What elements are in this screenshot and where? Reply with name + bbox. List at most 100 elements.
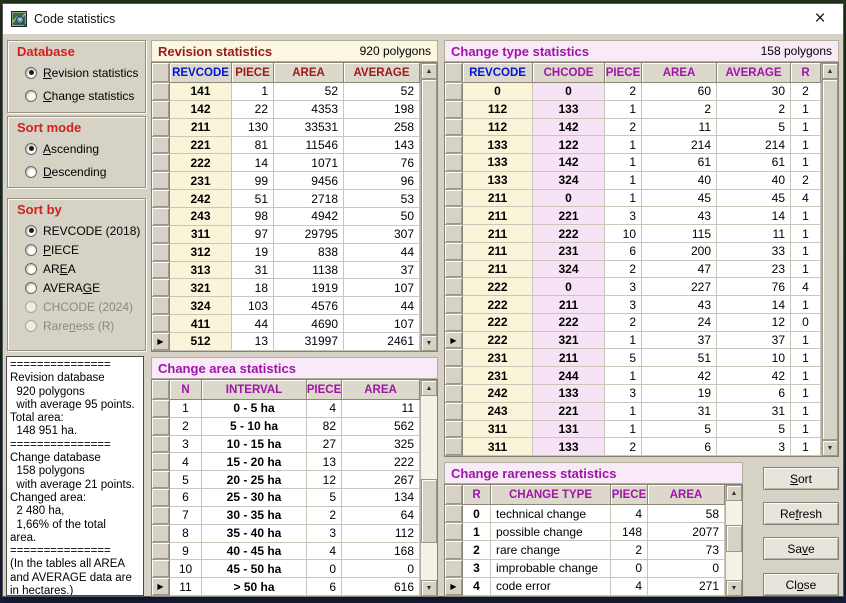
row-selector[interactable] (445, 296, 463, 314)
table-row[interactable]: ▶ 222 321 1 37 37 1 (445, 331, 821, 350)
row-selector[interactable] (445, 420, 463, 439)
table-row[interactable]: 211 231 6 200 33 1 (445, 242, 821, 261)
row-selector[interactable] (445, 118, 463, 137)
row-selector[interactable] (445, 541, 463, 560)
table-row[interactable]: 313 31 1138 37 (152, 261, 420, 280)
table-row[interactable]: 2 rare change 2 73 (445, 541, 725, 560)
current-row-marker[interactable]: ▶ (152, 578, 170, 596)
table-row[interactable]: 211 221 3 43 14 1 (445, 207, 821, 226)
row-selector[interactable] (445, 242, 463, 261)
scroll-up-icon[interactable]: ▲ (726, 485, 742, 501)
row-selector[interactable] (152, 471, 170, 490)
row-selector[interactable] (152, 400, 170, 418)
table-row[interactable]: 312 19 838 44 (152, 243, 420, 262)
radio-option-change-statistics[interactable]: Change statistics (25, 86, 145, 105)
table-row[interactable]: 211 324 2 47 23 1 (445, 260, 821, 279)
table-row[interactable]: 311 131 1 5 5 1 (445, 420, 821, 439)
table-row[interactable]: 1 possible change 148 2077 (445, 523, 725, 542)
row-selector[interactable] (152, 154, 170, 173)
scroll-thumb[interactable] (421, 478, 437, 544)
table-row[interactable]: 222 211 3 43 14 1 (445, 296, 821, 314)
refresh-button[interactable]: Re f resh (763, 502, 839, 525)
vertical-scrollbar[interactable]: ▲ ▼ (821, 63, 838, 456)
row-selector[interactable] (152, 172, 170, 191)
row-selector[interactable] (152, 542, 170, 561)
table-row[interactable]: 231 99 9456 96 (152, 172, 420, 191)
table-row[interactable]: 222 222 2 24 12 0 (445, 313, 821, 332)
table-row[interactable]: ▶ 4 code error 4 271 (445, 577, 725, 597)
row-selector[interactable] (445, 349, 463, 368)
current-row-marker[interactable]: ▶ (152, 333, 170, 351)
table-row[interactable]: 211 0 1 45 45 4 (445, 189, 821, 208)
radio-option-revcode-2018[interactable]: REVCODE (2018) (25, 221, 145, 240)
vertical-scrollbar[interactable]: ▲ ▼ (420, 63, 437, 351)
table-row[interactable]: 7 30 - 35 ha 2 64 (152, 506, 420, 525)
row-selector[interactable] (152, 489, 170, 507)
row-selector[interactable] (152, 417, 170, 436)
row-selector[interactable] (445, 367, 463, 386)
row-selector[interactable] (152, 560, 170, 579)
row-selector[interactable] (152, 83, 170, 101)
close-icon[interactable]: × (814, 8, 826, 29)
row-selector[interactable] (152, 297, 170, 316)
table-row[interactable]: 243 98 4942 50 (152, 208, 420, 226)
row-selector[interactable] (445, 189, 463, 208)
scroll-down-icon[interactable]: ▼ (726, 580, 742, 596)
scroll-up-icon[interactable]: ▲ (421, 63, 437, 79)
table-row[interactable]: 112 142 2 11 5 1 (445, 118, 821, 137)
row-selector[interactable] (152, 261, 170, 280)
table-row[interactable]: 311 97 29795 307 (152, 225, 420, 244)
scroll-track[interactable] (726, 501, 742, 580)
table-row[interactable]: 242 133 3 19 6 1 (445, 385, 821, 403)
scroll-down-icon[interactable]: ▼ (421, 580, 437, 596)
close-button[interactable]: Cl o se (763, 573, 839, 596)
radio-option-area[interactable]: AREA (25, 259, 145, 278)
radio-option-average[interactable]: AVERAGE (25, 278, 145, 297)
table-row[interactable]: 222 0 3 227 76 4 (445, 278, 821, 297)
scroll-track[interactable] (421, 79, 437, 335)
table-row[interactable]: 141 1 52 52 (152, 83, 420, 101)
scroll-up-icon[interactable]: ▲ (822, 63, 838, 79)
row-selector[interactable] (445, 313, 463, 332)
table-row[interactable]: 133 142 1 61 61 1 (445, 154, 821, 172)
table-row[interactable]: 222 14 1071 76 (152, 154, 420, 173)
table-row[interactable]: 142 22 4353 198 (152, 100, 420, 119)
row-selector[interactable] (152, 315, 170, 334)
radio-option-ascending[interactable]: Ascending (25, 139, 145, 158)
row-selector[interactable] (445, 278, 463, 297)
table-row[interactable]: ▶ 11 > 50 ha 6 616 (152, 578, 420, 596)
row-selector[interactable] (445, 171, 463, 190)
row-selector[interactable] (445, 225, 463, 243)
row-selector[interactable] (445, 385, 463, 403)
row-selector[interactable] (445, 154, 463, 172)
table-row[interactable]: 242 51 2718 53 (152, 190, 420, 209)
scroll-up-icon[interactable]: ▲ (421, 380, 437, 396)
vertical-scrollbar[interactable]: ▲ ▼ (725, 485, 742, 596)
radio-option-piece[interactable]: PIECE (25, 240, 145, 259)
row-selector[interactable] (445, 505, 463, 524)
titlebar[interactable]: Code statistics × (3, 4, 843, 34)
scroll-track[interactable] (421, 396, 437, 580)
row-selector[interactable] (445, 260, 463, 279)
table-row[interactable]: 9 40 - 45 ha 4 168 (152, 542, 420, 561)
row-selector[interactable] (152, 243, 170, 262)
row-selector[interactable] (152, 279, 170, 298)
table-row[interactable]: 411 44 4690 107 (152, 315, 420, 334)
row-selector[interactable] (152, 190, 170, 209)
table-row[interactable]: 3 improbable change 0 0 (445, 559, 725, 578)
table-row[interactable]: 311 133 2 6 3 1 (445, 438, 821, 457)
row-selector[interactable] (445, 83, 463, 101)
table-row[interactable]: 10 45 - 50 ha 0 0 (152, 560, 420, 579)
table-row[interactable]: 321 18 1919 107 (152, 279, 420, 298)
table-row[interactable]: 6 25 - 30 ha 5 134 (152, 489, 420, 507)
table-row[interactable]: 221 81 11546 143 (152, 136, 420, 155)
table-row[interactable]: 5 20 - 25 ha 12 267 (152, 471, 420, 490)
row-selector[interactable] (152, 208, 170, 226)
row-selector[interactable] (152, 506, 170, 525)
row-selector[interactable] (152, 225, 170, 244)
row-selector[interactable] (445, 523, 463, 542)
row-selector[interactable] (445, 559, 463, 578)
